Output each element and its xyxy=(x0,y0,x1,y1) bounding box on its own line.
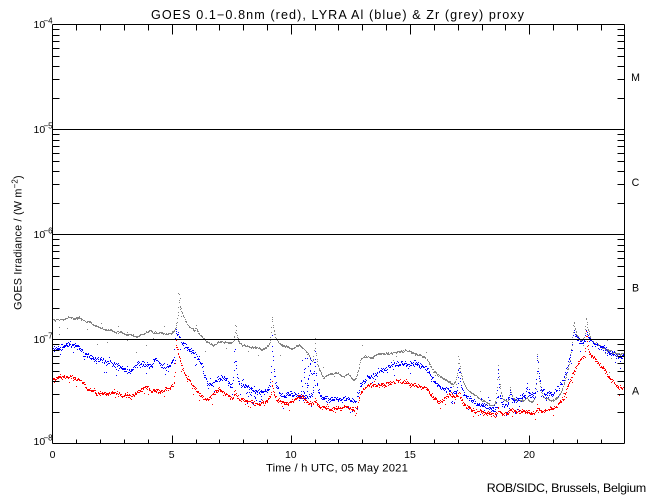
svg-text:15: 15 xyxy=(404,449,416,461)
svg-text:GOES 0.1−0.8nm (red), LYRA Al: GOES 0.1−0.8nm (red), LYRA Al (blue) & Z… xyxy=(151,8,525,22)
svg-text:10: 10 xyxy=(34,124,46,136)
svg-text:A: A xyxy=(632,385,640,397)
svg-text:M: M xyxy=(631,72,640,84)
svg-text:0: 0 xyxy=(50,449,56,461)
svg-text:10: 10 xyxy=(285,449,297,461)
svg-text:−8: −8 xyxy=(44,434,54,443)
svg-text:C: C xyxy=(632,177,640,189)
svg-text:−7: −7 xyxy=(44,332,54,341)
svg-text:GOES Irradiance / (W m−2): GOES Irradiance / (W m−2) xyxy=(11,175,25,310)
svg-text:−6: −6 xyxy=(44,227,54,236)
svg-text:B: B xyxy=(632,283,639,295)
svg-text:10: 10 xyxy=(34,334,46,346)
svg-text:−5: −5 xyxy=(44,122,54,131)
svg-text:Time / h UTC, 05 May 2021: Time / h UTC, 05 May 2021 xyxy=(266,463,408,475)
svg-text:5: 5 xyxy=(169,449,175,461)
svg-text:ROB/SIDC, Brussels, Belgium: ROB/SIDC, Brussels, Belgium xyxy=(487,481,646,495)
svg-text:20: 20 xyxy=(523,449,535,461)
svg-text:10: 10 xyxy=(34,19,46,31)
svg-text:−4: −4 xyxy=(44,17,54,26)
svg-text:10: 10 xyxy=(34,436,46,448)
svg-text:10: 10 xyxy=(34,229,46,241)
